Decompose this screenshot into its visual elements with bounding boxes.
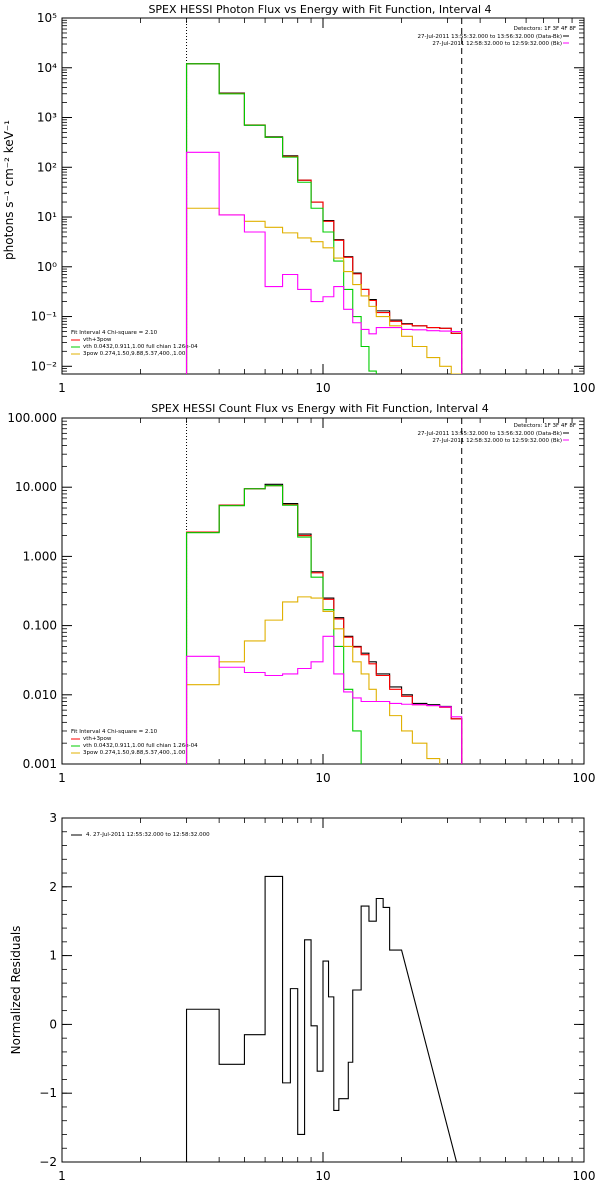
count-flux-series-line xyxy=(185,485,463,764)
count-flux-y-tick-label: 0.100 xyxy=(23,619,57,633)
count-flux-y-tick-label: 0.001 xyxy=(23,757,57,771)
count-flux-y-tick-label: 100.000 xyxy=(7,411,57,425)
photon-flux-series-line xyxy=(185,151,463,374)
photon-flux-legend-entry: vth 0.0432,0.911,1.00 full chian 1.26e-0… xyxy=(83,344,198,350)
photon-flux-info-line: 27-Jul-2011 13:55:32.000 to 13:56:32.000… xyxy=(418,34,563,40)
residuals-panel: Normalized Residuals 4. 27-Jul-2011 12:5… xyxy=(9,832,210,1054)
residuals-x-tick-label: 10 xyxy=(315,1169,330,1183)
count-flux-info-line: 27-Jul-2011 12:58:32.000 to 12:59:32.000… xyxy=(432,438,562,444)
count-flux-x-tick-label: 10 xyxy=(315,771,330,785)
photon-flux-legend-entry: vth+3pow xyxy=(83,337,112,343)
residuals-x-tick-label: 100 xyxy=(573,1169,596,1183)
photon-flux-series-line xyxy=(185,63,463,374)
count-flux-y-tick-label: 10.000 xyxy=(15,480,57,494)
photon-flux-y-tick-label: 10¹ xyxy=(37,210,57,224)
count-flux-series-line xyxy=(185,483,463,764)
photon-flux-panel: SPEX HESSI Photon Flux vs Energy with Fi… xyxy=(2,3,576,357)
count-flux-y-tick-label: 1.000 xyxy=(23,549,57,563)
residuals-x-tick-label: 1 xyxy=(58,1169,66,1183)
photon-flux-y-tick-label: 10² xyxy=(37,160,57,174)
photon-flux-series-line xyxy=(185,63,463,374)
photon-flux-x-tick-label: 10 xyxy=(315,381,330,395)
photon-flux-x-tick-label: 100 xyxy=(573,381,596,395)
residuals-y-tick-label: −1 xyxy=(39,1086,57,1100)
photon-flux-info-line: Detectors: 1F 3F 4F 8F xyxy=(514,26,576,32)
count-flux-info-line: Detectors: 1F 3F 4F 8F xyxy=(514,423,576,429)
residuals-y-tick-label: 1 xyxy=(49,949,57,963)
photon-flux-y-tick-label: 10⁵ xyxy=(37,11,57,25)
photon-flux-plot-frame xyxy=(61,17,585,375)
photon-flux-legend-title: Fit Interval 4 Chi-square = 2.10 xyxy=(71,330,158,336)
residuals-y-tick-label: 3 xyxy=(49,811,57,825)
photon-flux-series-line xyxy=(185,207,463,374)
count-flux-series-line xyxy=(185,596,441,764)
residuals-series-line xyxy=(185,875,458,1162)
residuals-y-axis-label: Normalized Residuals xyxy=(9,926,23,1055)
photon-flux-y-tick-label: 10⁻² xyxy=(31,359,58,373)
photon-flux-y-axis-label: photons s⁻¹ cm⁻² keV⁻¹ xyxy=(2,120,16,260)
count-flux-panel: SPEX HESSI Count Flux vs Energy with Fit… xyxy=(71,402,576,756)
residuals-y-tick-label: 2 xyxy=(49,880,57,894)
count-flux-y-tick-label: 0.010 xyxy=(23,688,57,702)
residuals-y-tick-label: 0 xyxy=(49,1017,57,1031)
residuals-legend-entry: 4. 27-Jul-2011 12:55:32.000 to 12:58:32.… xyxy=(86,832,210,838)
residuals-series-group xyxy=(185,875,458,1162)
count-flux-legend-entry: vth+3pow xyxy=(83,736,112,742)
count-flux-series-group xyxy=(185,483,463,764)
count-flux-title: SPEX HESSI Count Flux vs Energy with Fit… xyxy=(151,402,488,415)
photon-flux-legend-entry: 3pow 0.274,1.50,9.88,5.37,400.,1.00 xyxy=(83,351,186,357)
photon-flux-info-line: 27-Jul-2011 12:58:32.000 to 12:59:32.000… xyxy=(432,41,562,47)
count-flux-series-line xyxy=(185,485,362,764)
count-flux-info-line: 27-Jul-2011 13:55:32.000 to 13:56:32.000… xyxy=(418,431,563,437)
photon-flux-series-group xyxy=(185,63,463,374)
count-flux-series-line xyxy=(185,635,463,764)
count-flux-legend-title: Fit Interval 4 Chi-square = 2.10 xyxy=(71,729,158,735)
photon-flux-y-tick-label: 10⁰ xyxy=(37,260,57,274)
count-flux-legend-entry: vth 0.0432,0.911,1.00 full chian 1.26e-0… xyxy=(83,743,198,749)
residuals-y-tick-label: −2 xyxy=(39,1155,57,1169)
count-flux-legend-entry: 3pow 0.274,1.50,9.88,5.37,400.,1.00 xyxy=(83,750,186,756)
photon-flux-y-tick-label: 10³ xyxy=(37,111,57,125)
count-flux-x-tick-label: 1 xyxy=(58,771,66,785)
photon-flux-x-tick-label: 1 xyxy=(58,381,66,395)
photon-flux-series-line xyxy=(185,63,377,374)
photon-flux-y-tick-label: 10⁴ xyxy=(37,61,57,75)
photon-flux-title: SPEX HESSI Photon Flux vs Energy with Fi… xyxy=(148,3,491,16)
count-flux-x-tick-label: 100 xyxy=(573,771,596,785)
photon-flux-y-tick-label: 10⁻¹ xyxy=(31,310,58,324)
